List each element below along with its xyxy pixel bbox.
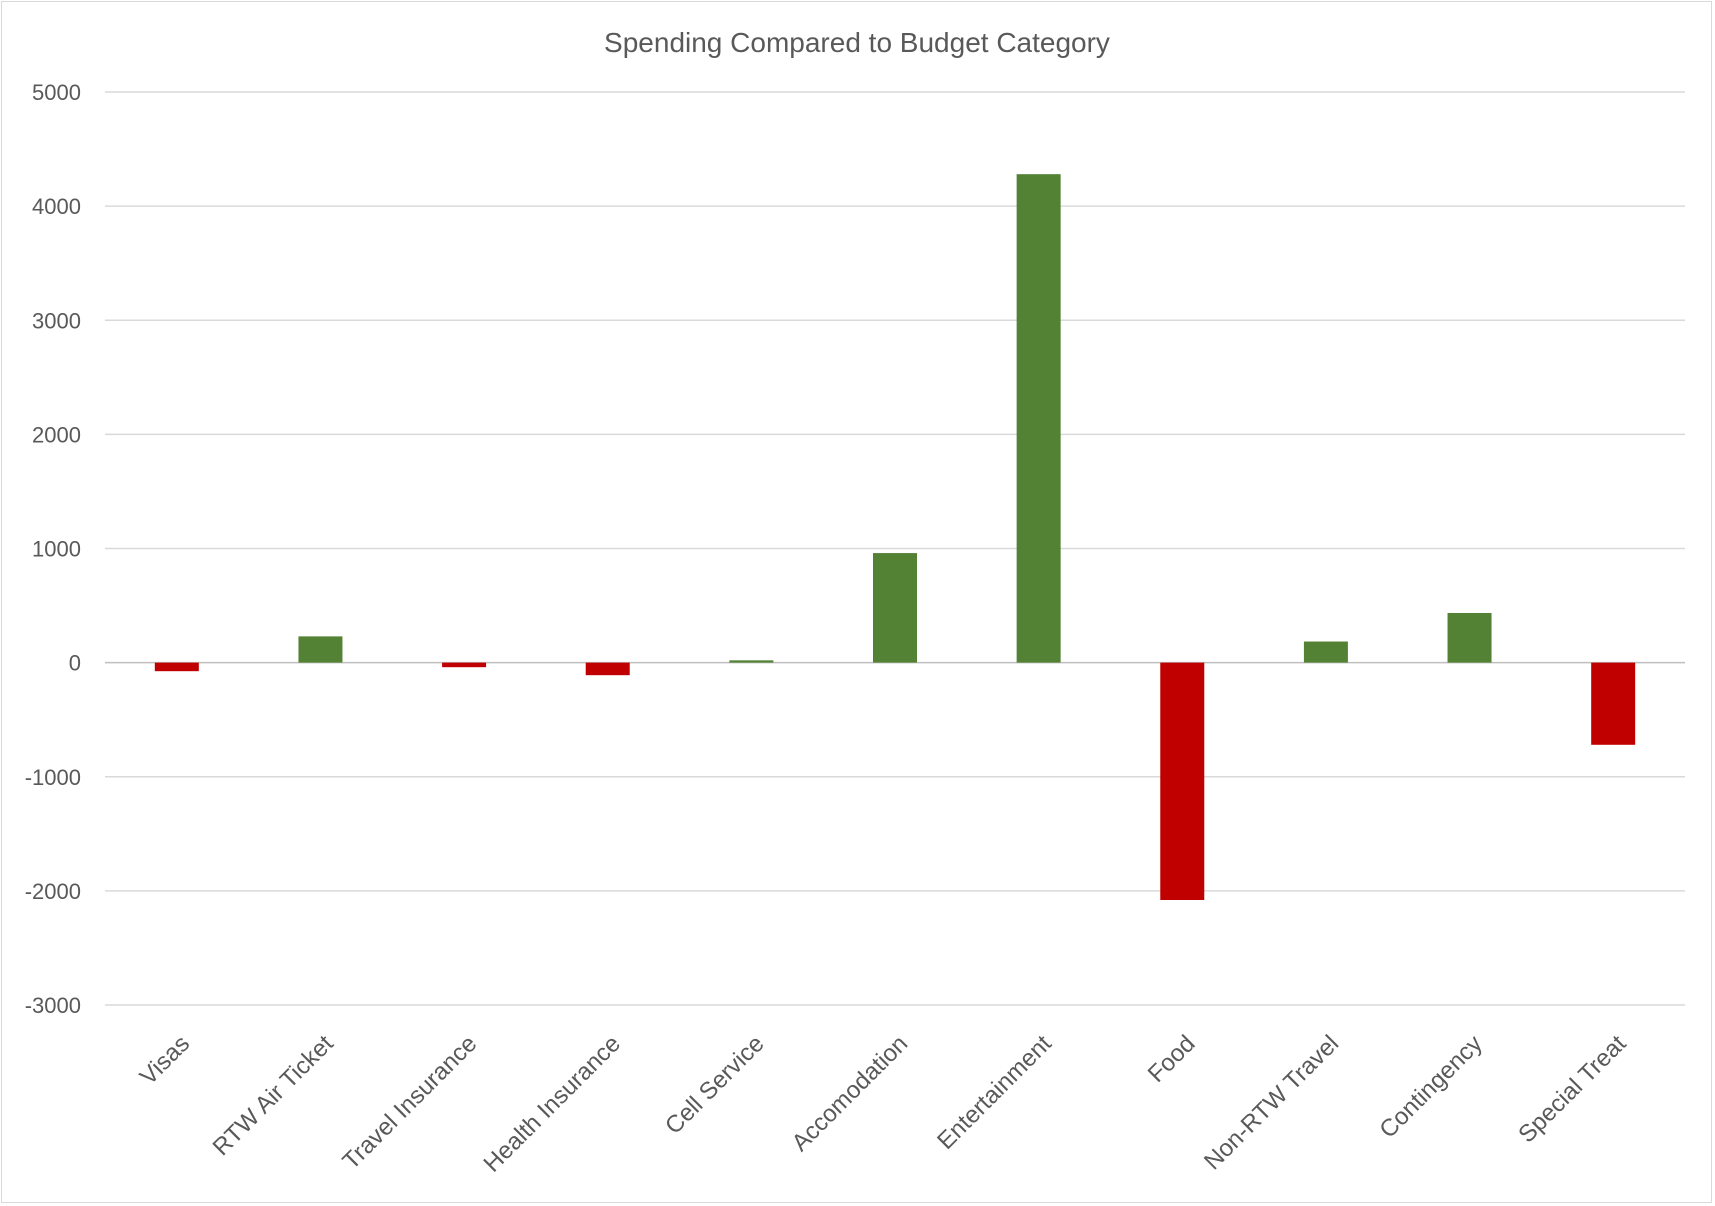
bar-health-insurance — [585, 662, 630, 676]
bars — [154, 174, 1636, 901]
y-tick-label: -1000 — [25, 765, 81, 790]
bar-entertainment — [1016, 174, 1061, 663]
x-tick-label: Health Insurance — [479, 1030, 626, 1177]
bar-accomodation — [873, 553, 917, 663]
x-tick-label: Non-RTW Travel — [1199, 1030, 1344, 1175]
x-tick-label: Special Treat — [1513, 1030, 1631, 1148]
y-tick-label: 1000 — [32, 537, 81, 562]
y-tick-label: 5000 — [32, 80, 81, 105]
gridlines — [105, 91, 1685, 1006]
y-tick-label: 4000 — [32, 194, 81, 219]
y-tick-label: -2000 — [25, 879, 81, 904]
y-tick-label: 3000 — [32, 308, 81, 333]
y-tick-label: -3000 — [25, 993, 81, 1018]
x-tick-label: Contingency — [1374, 1030, 1487, 1143]
x-tick-label: Visas — [135, 1030, 195, 1090]
bar-travel-insurance — [442, 662, 487, 668]
y-tick-label: 2000 — [32, 422, 81, 447]
bar-non-rtw-travel — [1303, 641, 1348, 663]
bar-food — [1160, 662, 1205, 901]
bar-rtw-air-ticket — [298, 636, 343, 663]
x-tick-label: Entertainment — [932, 1030, 1057, 1155]
x-tick-label: RTW Air Ticket — [208, 1030, 339, 1161]
x-tick-label: Accomodation — [787, 1030, 914, 1157]
x-tick-label: Travel Insurance — [337, 1030, 482, 1175]
bar-special-treat — [1591, 662, 1636, 745]
x-tick-label: Food — [1143, 1030, 1201, 1088]
y-axis-ticks: 5000 4000 3000 2000 1000 0 -1000 -2000 -3000 — [25, 80, 81, 1018]
chart-title: Spending Compared to Budget Category — [604, 27, 1110, 58]
y-tick-label: 0 — [69, 651, 81, 676]
bar-contingency — [1447, 612, 1492, 663]
bar-cell-service — [729, 660, 774, 663]
x-tick-label: Cell Service — [660, 1030, 770, 1140]
bar-visas — [154, 662, 199, 672]
